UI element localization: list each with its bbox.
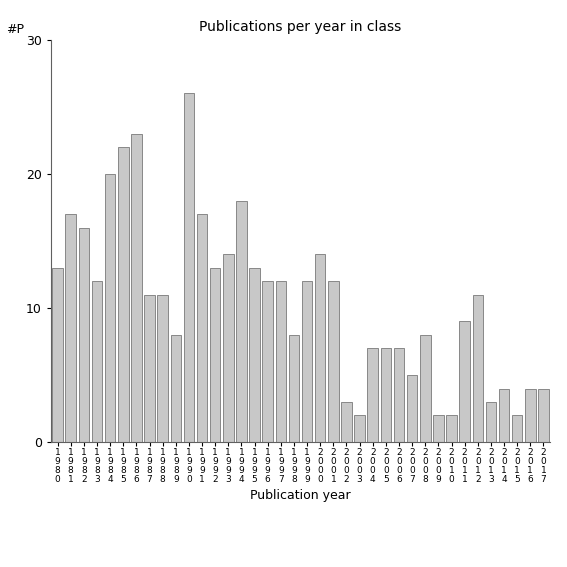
Bar: [223, 255, 234, 442]
Bar: [420, 335, 430, 442]
Bar: [341, 402, 352, 442]
Bar: [263, 281, 273, 442]
Bar: [367, 348, 378, 442]
Bar: [249, 268, 260, 442]
Bar: [289, 335, 299, 442]
Bar: [92, 281, 102, 442]
Bar: [131, 134, 142, 442]
Bar: [499, 388, 509, 442]
Bar: [380, 348, 391, 442]
X-axis label: Publication year: Publication year: [250, 489, 351, 502]
Bar: [79, 227, 89, 442]
Bar: [118, 147, 129, 442]
Bar: [393, 348, 404, 442]
Bar: [158, 295, 168, 442]
Bar: [512, 416, 522, 442]
Bar: [171, 335, 181, 442]
Bar: [65, 214, 76, 442]
Bar: [315, 255, 325, 442]
Bar: [538, 388, 549, 442]
Bar: [236, 201, 247, 442]
Bar: [184, 94, 194, 442]
Bar: [197, 214, 208, 442]
Bar: [210, 268, 221, 442]
Bar: [354, 416, 365, 442]
Bar: [459, 321, 470, 442]
Bar: [276, 281, 286, 442]
Bar: [302, 281, 312, 442]
Bar: [525, 388, 536, 442]
Title: Publications per year in class: Publications per year in class: [200, 20, 401, 35]
Bar: [105, 174, 115, 442]
Bar: [446, 416, 457, 442]
Bar: [407, 375, 417, 442]
Bar: [486, 402, 496, 442]
Bar: [433, 416, 443, 442]
Bar: [328, 281, 338, 442]
Bar: [472, 295, 483, 442]
Text: #P: #P: [6, 23, 24, 36]
Bar: [144, 295, 155, 442]
Bar: [52, 268, 63, 442]
